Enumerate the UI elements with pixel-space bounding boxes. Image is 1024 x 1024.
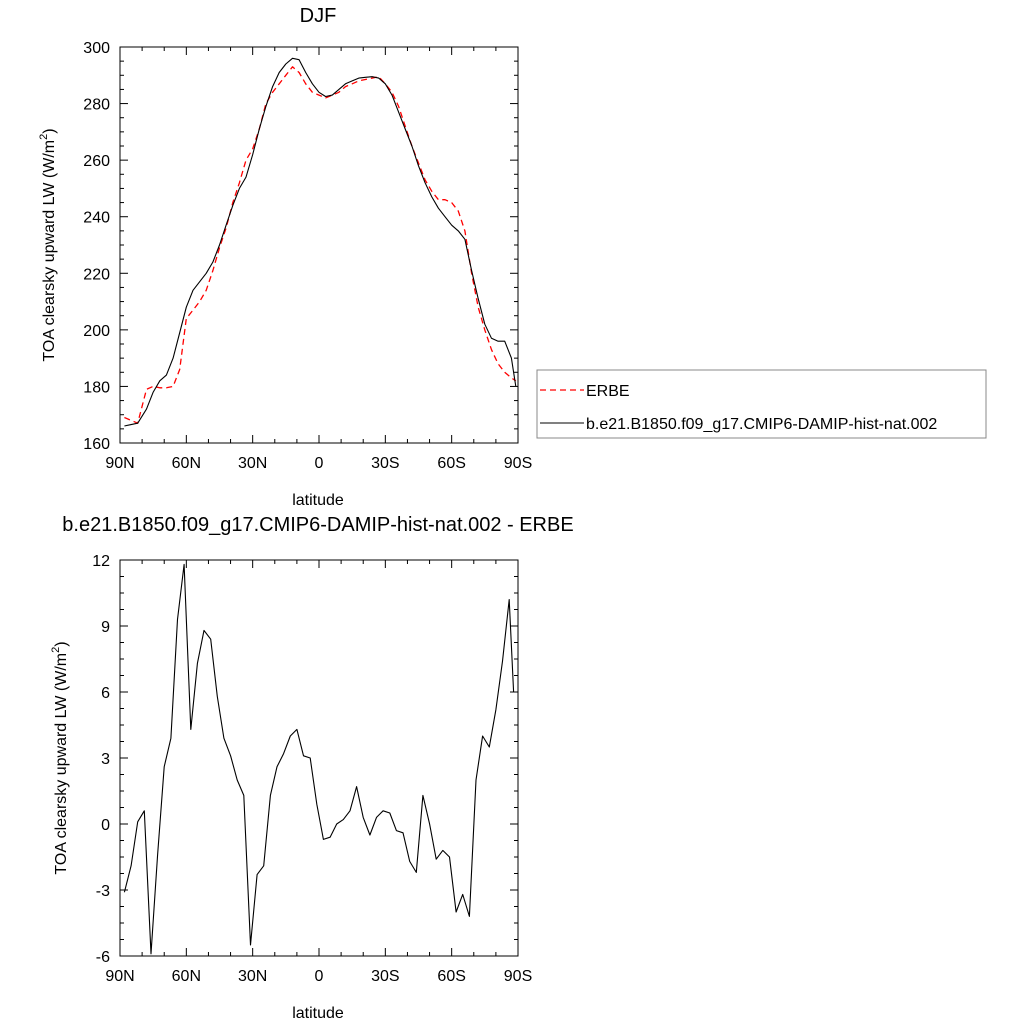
- top-chart-title: DJF: [300, 5, 337, 27]
- top-chart-x-tick-label: 0: [315, 455, 324, 472]
- top-chart-x-tick-label: 90N: [105, 455, 134, 472]
- top-chart-series: [124, 57, 517, 427]
- bottom-chart-y-tick-label: 12: [92, 553, 110, 570]
- top-chart-y-axis-label-superscript: 2: [38, 134, 50, 140]
- bottom-chart-x-tick-label: 30S: [371, 968, 399, 985]
- legend: ERBE b.e21.B1850.f09_g17.CMIP6-DAMIP-his…: [536, 369, 987, 439]
- legend-entry-model: b.e21.B1850.f09_g17.CMIP6-DAMIP-hist-nat…: [586, 416, 937, 433]
- bottom-chart-y-tick-label: 9: [101, 619, 110, 636]
- bottom-chart-x-tick-label: 0: [315, 968, 324, 985]
- bottom-chart-y-axis-label-superscript: 2: [50, 647, 62, 653]
- top-chart-x-tick-label: 60S: [437, 455, 465, 472]
- top-chart-y-tick-label: 280: [83, 97, 110, 114]
- top-chart-series-line-1: [124, 57, 517, 427]
- top-chart-y-axis-label: TOA clearsky upward LW (W/m2): [38, 128, 58, 361]
- top-chart-y-tick-label: 240: [83, 210, 110, 227]
- top-chart-y-axis-label-close: ): [41, 128, 58, 133]
- bottom-chart-x-tick-label: 90S: [504, 968, 532, 985]
- bottom-chart-y-axis-label: TOA clearsky upward LW (W/m2): [50, 641, 70, 874]
- bottom-chart-y-tick-label: -3: [96, 883, 110, 900]
- top-chart-series-line-0: [124, 66, 517, 424]
- bottom-chart-x-tick-label: 60S: [437, 968, 465, 985]
- top-chart-y-axis-label-main: TOA clearsky upward LW (W/m: [41, 140, 58, 362]
- top-chart-y-tick-label: 260: [83, 153, 110, 170]
- bottom-chart-series: [123, 563, 515, 955]
- bottom-chart-x-tick-label: 90N: [105, 968, 134, 985]
- bottom-chart-y-tick-label: 0: [101, 817, 110, 834]
- top-chart-plot-frame: [119, 46, 519, 444]
- top-chart-ticks: 90N 60N 30N 0 30S 60S 90S 160 180 200 220 240 260 280…: [83, 40, 532, 472]
- bottom-chart-x-tick-label: 30N: [238, 968, 267, 985]
- top-chart-x-tick-label: 30S: [371, 455, 399, 472]
- top-chart-x-tick-label: 30N: [238, 455, 267, 472]
- bottom-chart-series-line-0: [123, 563, 515, 955]
- bottom-chart-ticks: 90N 60N 30N 0 30S 60S 90S -6 -3 0 3 6 9 12: [92, 553, 532, 985]
- bottom-chart-plot-frame: [119, 559, 519, 957]
- top-chart-y-tick-label: 220: [83, 266, 110, 283]
- bottom-chart-title: b.e21.B1850.f09_g17.CMIP6-DAMIP-hist-nat…: [62, 514, 573, 536]
- bottom-chart-y-axis-label-main: TOA clearsky upward LW (W/m: [53, 653, 70, 875]
- bottom-chart-x-axis-label: latitude: [292, 1005, 344, 1022]
- top-chart-y-tick-label: 300: [83, 40, 110, 57]
- bottom-chart-x-tick-label: 60N: [172, 968, 201, 985]
- bottom-chart-y-axis-label-close: ): [53, 641, 70, 646]
- top-chart-x-tick-label: 90S: [504, 455, 532, 472]
- top-chart-x-tick-label: 60N: [172, 455, 201, 472]
- top-chart-x-axis-label: latitude: [292, 492, 344, 509]
- bottom-chart-y-tick-label: 3: [101, 751, 110, 768]
- bottom-chart-y-tick-label: -6: [96, 949, 110, 966]
- legend-box: [536, 369, 987, 439]
- legend-entry-erbe: ERBE: [586, 383, 630, 400]
- bottom-chart-y-tick-label: 6: [101, 685, 110, 702]
- top-chart-y-tick-label: 200: [83, 323, 110, 340]
- bottom-chart: b.e21.B1850.f09_g17.CMIP6-DAMIP-hist-nat…: [50, 514, 574, 1022]
- top-chart-y-tick-label: 160: [83, 436, 110, 453]
- top-chart: DJF 90N 60N 30N 0 30S 60S 90S 160 180 200 220 240 26…: [38, 5, 987, 509]
- top-chart-y-tick-label: 180: [83, 379, 110, 396]
